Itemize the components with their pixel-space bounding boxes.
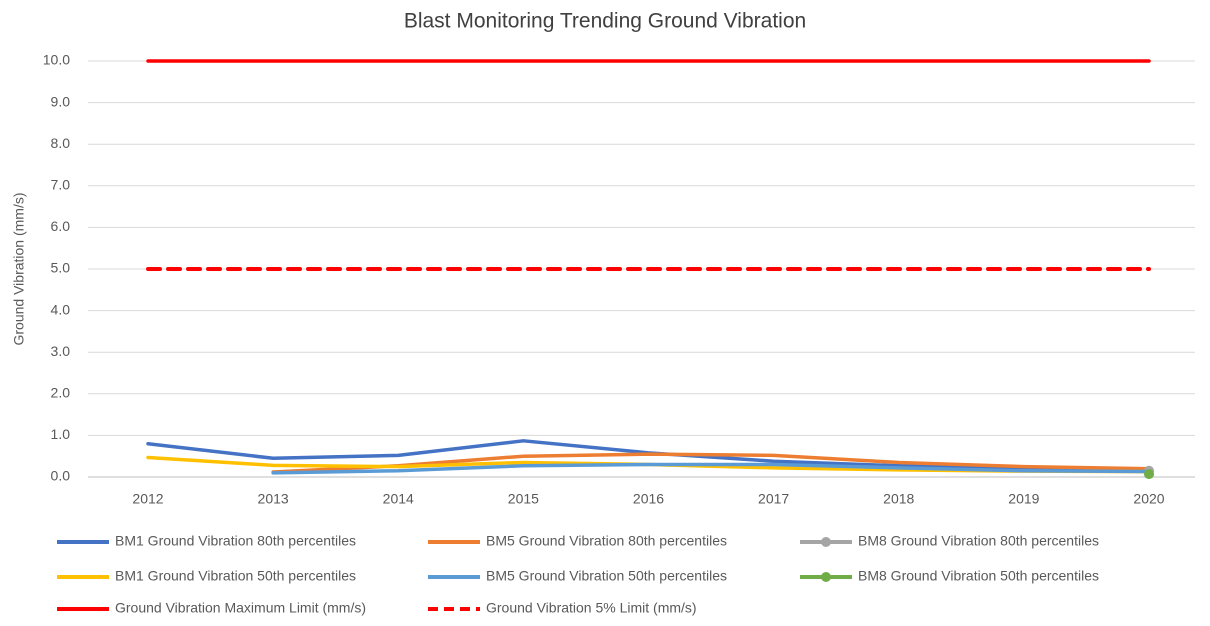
x-tick-label: 2014 — [383, 491, 414, 507]
y-tick-label: 5.0 — [51, 260, 71, 276]
legend-label: BM1 Ground Vibration 50th percentiles — [115, 568, 356, 584]
y-tick-label: 10.0 — [43, 52, 70, 68]
x-tick-label: 2019 — [1008, 491, 1039, 507]
x-tick-label: 2018 — [883, 491, 914, 507]
y-tick-label: 4.0 — [51, 301, 71, 317]
y-tick-label: 8.0 — [51, 135, 71, 151]
y-axis-label: Ground Vibration (mm/s) — [11, 192, 27, 345]
y-tick-label: 3.0 — [51, 343, 71, 359]
legend-label: BM5 Ground Vibration 50th percentiles — [486, 568, 727, 584]
legend-marker — [821, 572, 831, 582]
x-tick-label: 2020 — [1133, 491, 1164, 507]
x-tick-label: 2017 — [758, 491, 789, 507]
legend-label: BM8 Ground Vibration 50th percentiles — [858, 568, 1099, 584]
legend-label: BM5 Ground Vibration 80th percentiles — [486, 533, 727, 549]
y-tick-label: 2.0 — [51, 385, 71, 401]
legend-marker — [821, 537, 831, 547]
legend-label: BM1 Ground Vibration 80th percentiles — [115, 533, 356, 549]
y-tick-label: 1.0 — [51, 426, 71, 442]
y-tick-label: 9.0 — [51, 93, 71, 109]
x-tick-label: 2012 — [132, 491, 163, 507]
y-tick-label: 0.0 — [51, 468, 71, 484]
legend-label: BM8 Ground Vibration 80th percentiles — [858, 533, 1099, 549]
legend-label: Ground Vibration 5% Limit (mm/s) — [486, 600, 697, 616]
chart-title: Blast Monitoring Trending Ground Vibrati… — [404, 10, 806, 33]
x-tick-label: 2016 — [633, 491, 664, 507]
legend-label: Ground Vibration Maximum Limit (mm/s) — [115, 600, 366, 616]
y-tick-label: 6.0 — [51, 218, 71, 234]
x-tick-label: 2015 — [508, 491, 539, 507]
series-line — [271, 462, 1151, 475]
y-tick-label: 7.0 — [51, 177, 71, 193]
series-marker — [1144, 469, 1154, 480]
x-tick-label: 2013 — [258, 491, 289, 507]
